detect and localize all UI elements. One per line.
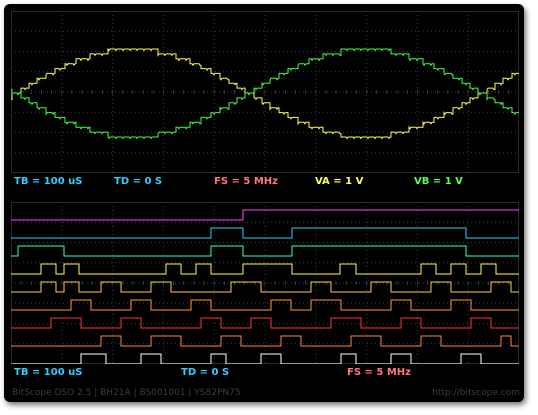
logic-channel-4-trace [11, 281, 519, 293]
analog-trigger-delay-readout: TD = 0 S [114, 176, 163, 187]
channel-b-voltage-readout: VB = 1 V [414, 176, 463, 187]
bitscope-website-link[interactable]: http://bitscope.com [432, 388, 520, 398]
logic-channel-1-trace [11, 227, 519, 239]
logic-trigger-delay-readout: TD = 0 S [181, 367, 230, 378]
analog-graticule [11, 11, 519, 173]
logic-sample-rate-readout: FS = 5 MHz [347, 367, 411, 378]
logic-channel-6-trace [11, 317, 519, 329]
logic-graticule [11, 202, 519, 364]
logic-channel-5-trace [11, 299, 519, 311]
logic-channel-0-trace [11, 209, 519, 221]
analog-sample-rate-readout: FS = 5 MHz [214, 176, 278, 187]
device-info-text: BitScope DSO 2.5 | BH21A | BS001001 | YS… [12, 388, 241, 398]
channel-b-trace [11, 48, 519, 140]
logic-channel-8-trace [11, 353, 519, 364]
analog-timebase-readout: TB = 100 uS [14, 176, 83, 187]
analog-waveform-display[interactable] [11, 11, 519, 173]
channel-a-voltage-readout: VA = 1 V [315, 176, 364, 187]
scope-window: TB = 100 uS TD = 0 S FS = 5 MHz VA = 1 V… [4, 4, 524, 402]
logic-analyzer-display[interactable] [11, 202, 519, 364]
logic-channel-7-trace [11, 335, 519, 347]
logic-channel-2-trace [11, 245, 519, 257]
logic-channel-3-trace [11, 263, 519, 275]
channel-a-trace [11, 47, 519, 140]
logic-timebase-readout: TB = 100 uS [14, 367, 83, 378]
